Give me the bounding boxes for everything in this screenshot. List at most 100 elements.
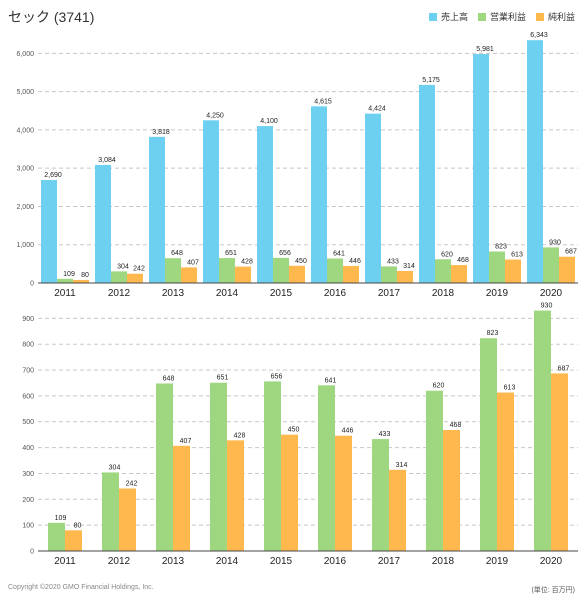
x-tick-label: 2013: [162, 556, 185, 567]
data-label: 620: [433, 383, 445, 390]
data-label: 687: [558, 365, 570, 372]
x-tick-label: 2020: [540, 288, 563, 299]
unit-note: (単位: 百万円): [531, 587, 575, 594]
bar: [343, 265, 359, 283]
x-tick-label: 2018: [432, 556, 455, 567]
data-label: 446: [349, 258, 361, 265]
data-label: 641: [325, 377, 337, 384]
bar: [149, 136, 165, 283]
bar: [543, 247, 559, 283]
data-label: 80: [74, 522, 82, 529]
x-tick-label: 2016: [324, 556, 347, 567]
bar: [397, 270, 413, 283]
data-label: 5,175: [422, 77, 440, 84]
bar: [534, 310, 551, 551]
bar: [289, 265, 305, 283]
bar: [264, 381, 281, 551]
bar: [335, 435, 352, 551]
bar: [318, 385, 335, 551]
bar: [48, 522, 65, 551]
bar: [73, 279, 89, 283]
data-label: 930: [541, 303, 553, 310]
data-label: 109: [63, 271, 75, 278]
data-label: 613: [511, 252, 523, 259]
data-label: 428: [241, 259, 253, 266]
legend-label-net-profit: 純利益: [547, 12, 575, 22]
bar: [102, 472, 119, 551]
bar: [203, 120, 219, 283]
data-label: 109: [55, 515, 67, 522]
y-tick-label: 600: [22, 393, 34, 400]
data-label: 407: [180, 438, 192, 445]
data-label: 3,818: [152, 129, 170, 136]
bar: [551, 373, 568, 551]
x-tick-label: 2020: [540, 556, 563, 567]
bar: [273, 257, 289, 283]
legend-item-net-profit: 純利益: [535, 10, 575, 23]
bar: [327, 258, 343, 283]
bar: [473, 54, 489, 284]
bar: [119, 488, 136, 551]
data-label: 4,424: [368, 106, 386, 113]
x-tick-label: 2015: [270, 288, 293, 299]
x-tick-label: 2014: [216, 556, 239, 567]
data-label: 2,690: [44, 172, 62, 179]
legend-item-operating-profit: 営業利益: [477, 10, 526, 23]
y-tick-label: 400: [22, 445, 34, 452]
data-label: 930: [549, 239, 561, 246]
data-label: 656: [271, 373, 283, 380]
x-tick-label: 2013: [162, 288, 185, 299]
y-tick-label: 4,000: [16, 127, 34, 134]
bar: [156, 383, 173, 551]
data-label: 433: [379, 431, 391, 438]
y-tick-label: 100: [22, 523, 34, 530]
data-label: 304: [117, 263, 129, 270]
y-tick-label: 700: [22, 368, 34, 375]
bar: [426, 390, 443, 551]
bar: [451, 265, 467, 283]
data-label: 651: [217, 375, 229, 382]
y-tick-label: 5,000: [16, 89, 34, 96]
bar: [497, 392, 514, 551]
bar: [435, 259, 451, 283]
data-label: 428: [234, 432, 246, 439]
y-tick-label: 3,000: [16, 166, 34, 173]
bar: [365, 113, 381, 283]
data-label: 314: [396, 462, 408, 469]
y-tick-label: 800: [22, 342, 34, 349]
page-title: セック (3741): [8, 9, 95, 25]
data-label: 4,250: [206, 112, 224, 119]
bar: [505, 259, 521, 283]
data-label: 656: [279, 250, 291, 257]
bar: [95, 164, 111, 283]
bar: [41, 180, 57, 283]
bar: [227, 440, 244, 551]
data-label: 304: [109, 464, 121, 471]
y-tick-label: 6,000: [16, 51, 34, 58]
data-label: 314: [403, 263, 415, 270]
data-label: 613: [504, 385, 516, 392]
data-label: 407: [187, 259, 199, 266]
data-label: 648: [171, 250, 183, 257]
bar: [235, 266, 251, 283]
y-tick-label: 1,000: [16, 242, 34, 249]
x-tick-label: 2019: [486, 288, 509, 299]
chart-legend: 売上高 営業利益 純利益: [428, 10, 575, 23]
bar: [443, 430, 460, 551]
data-label: 468: [457, 257, 469, 264]
bar: [165, 258, 181, 283]
x-tick-label: 2011: [54, 288, 76, 299]
x-tick-label: 2017: [378, 556, 401, 567]
bar: [210, 382, 227, 551]
data-label: 823: [487, 330, 499, 337]
data-label: 4,615: [314, 98, 332, 105]
data-label: 641: [333, 250, 345, 257]
x-tick-label: 2017: [378, 288, 401, 299]
y-tick-label: 0: [30, 281, 34, 288]
x-tick-label: 2012: [108, 288, 131, 299]
bar: [127, 273, 143, 283]
y-tick-label: 500: [22, 419, 34, 426]
legend-swatch-sales: [428, 12, 437, 21]
bar: [419, 84, 435, 283]
